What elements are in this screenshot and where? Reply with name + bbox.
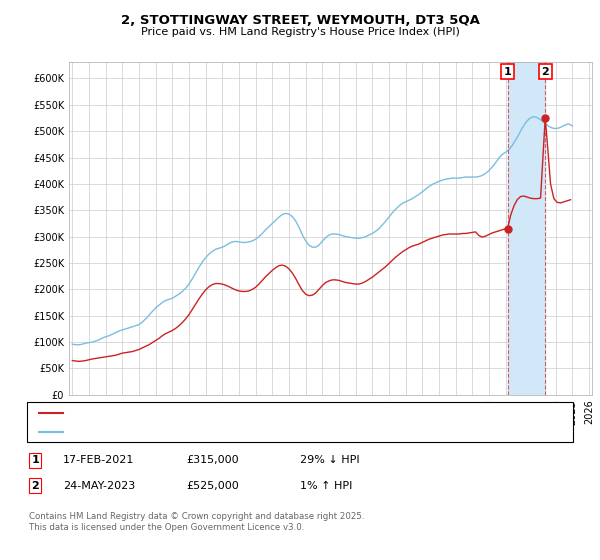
Text: £525,000: £525,000 [186, 480, 239, 491]
Text: £315,000: £315,000 [186, 455, 239, 465]
Text: Contains HM Land Registry data © Crown copyright and database right 2025.
This d: Contains HM Land Registry data © Crown c… [29, 512, 364, 532]
Text: 2, STOTTINGWAY STREET, WEYMOUTH, DT3 5QA: 2, STOTTINGWAY STREET, WEYMOUTH, DT3 5QA [121, 14, 479, 27]
Text: 1% ↑ HPI: 1% ↑ HPI [300, 480, 352, 491]
Text: 29% ↓ HPI: 29% ↓ HPI [300, 455, 359, 465]
Text: 1: 1 [31, 455, 39, 465]
Text: Price paid vs. HM Land Registry's House Price Index (HPI): Price paid vs. HM Land Registry's House … [140, 27, 460, 37]
Text: HPI: Average price, detached house, Dorset: HPI: Average price, detached house, Dors… [69, 427, 296, 437]
Text: 17-FEB-2021: 17-FEB-2021 [63, 455, 134, 465]
Text: 2, STOTTINGWAY STREET, WEYMOUTH, DT3 5QA (detached house): 2, STOTTINGWAY STREET, WEYMOUTH, DT3 5QA… [69, 408, 415, 418]
Text: 1: 1 [503, 67, 511, 77]
Text: 2: 2 [31, 480, 39, 491]
Bar [508, 62, 545, 395]
Text: 2: 2 [541, 67, 549, 77]
Text: 24-MAY-2023: 24-MAY-2023 [63, 480, 135, 491]
